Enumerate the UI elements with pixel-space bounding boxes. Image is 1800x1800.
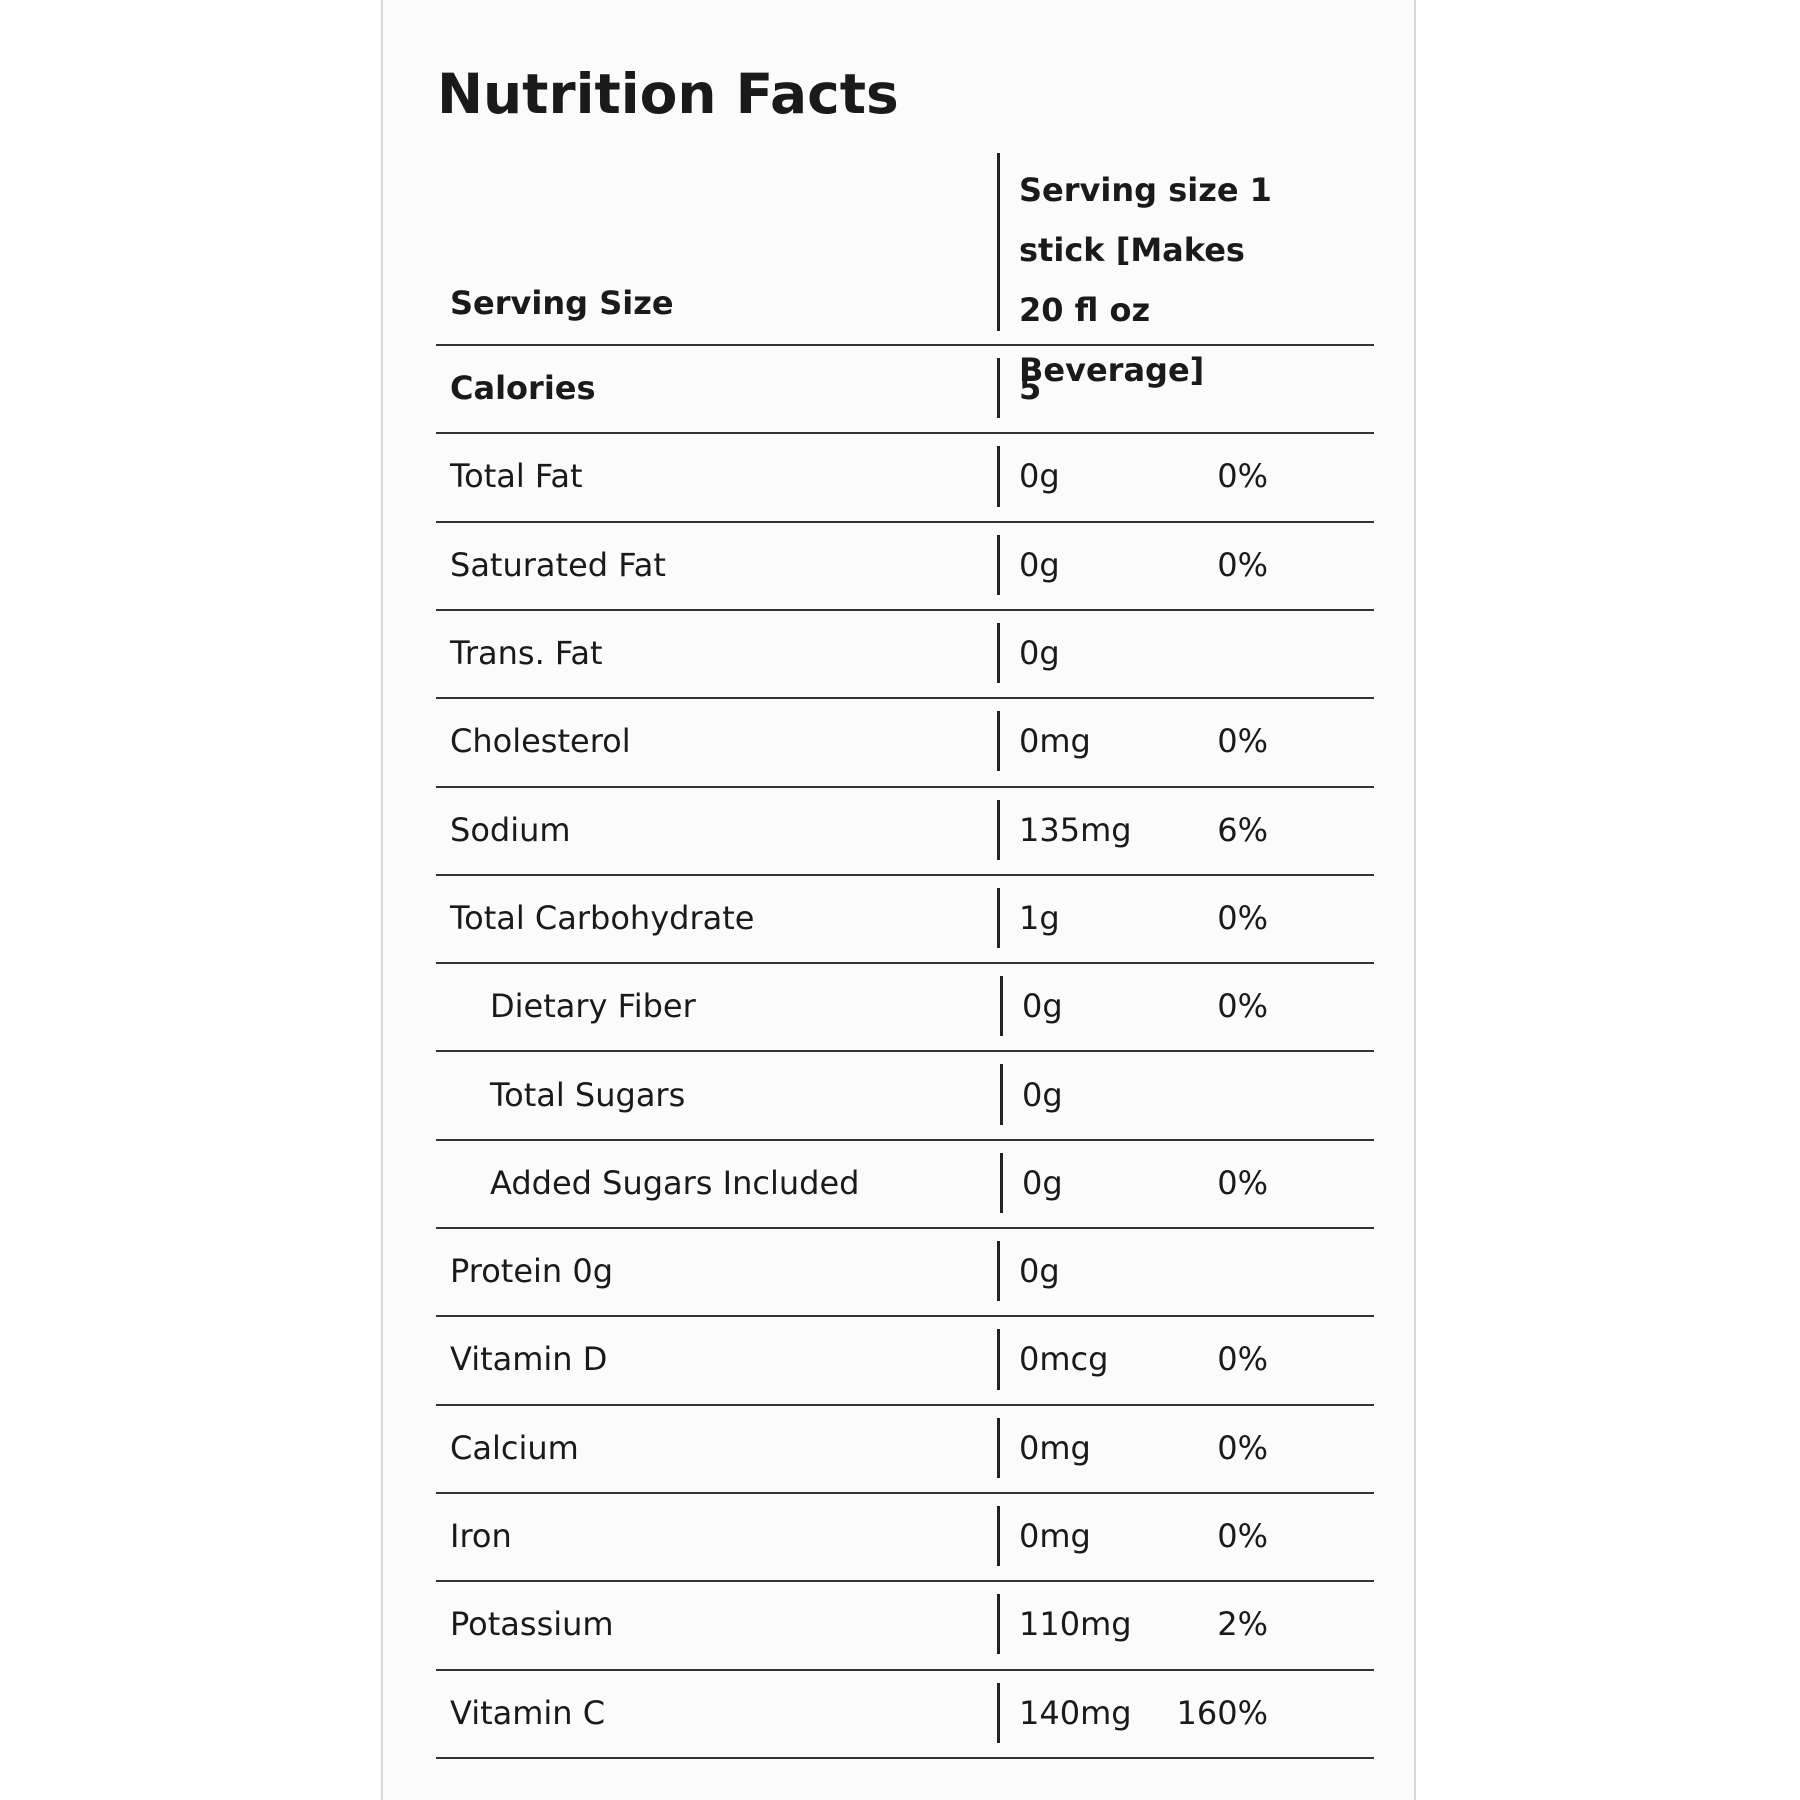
divider [1000,976,1003,1037]
row-line [436,962,1374,965]
row-daily-value: 0% [1217,457,1268,496]
row-amount: 1g [1019,898,1060,937]
row-amount: 0g [1022,1163,1063,1202]
row-amount: 0mg [1019,1428,1091,1467]
divider [997,1682,1000,1743]
row-line [436,1668,1374,1671]
divider [1000,1152,1003,1213]
row-label: Total Fat [450,457,583,496]
row-daily-value: 0% [1217,1340,1268,1379]
divider [997,1594,1000,1655]
row-daily-value: 0% [1217,1428,1268,1467]
divider [997,534,1000,595]
divider [997,1505,1000,1567]
serving-label: Serving Size [450,284,674,322]
row-amount: 0g [1019,1252,1060,1291]
divider [997,711,1000,772]
row-daily-value: 160% [1176,1693,1268,1732]
row-amount: 0g [1019,457,1060,496]
row-label: Potassium [450,1605,614,1644]
divider [997,153,1000,331]
row-line [436,1491,1374,1494]
row-amount: 0mg [1019,1517,1091,1556]
row-label: Vitamin D [450,1340,608,1379]
row-amount: 0mg [1019,722,1091,761]
row-line [436,1580,1374,1583]
row-label: Total Sugars [490,1075,686,1114]
row-daily-value: 2% [1217,1605,1268,1644]
row-daily-value: 0% [1217,1517,1268,1556]
divider [997,446,1000,507]
row-amount: 5 [1019,369,1042,408]
row-amount: 140mg [1019,1693,1132,1732]
row-daily-value: 0% [1217,1163,1268,1202]
row-label: Sodium [450,810,571,849]
divider [997,1241,1000,1302]
label-panel [381,0,1416,1800]
row-label: Cholesterol [450,722,631,761]
row-daily-value: 6% [1217,810,1268,849]
row-line [436,1756,1374,1759]
row-amount: 0g [1019,545,1060,584]
row-line [436,432,1374,435]
row-amount: 110mg [1019,1605,1132,1644]
row-line [436,344,1374,346]
row-amount: 0g [1022,987,1063,1026]
serving-value: Serving size 1 stick [Makes 20 fl oz Bev… [1019,171,1272,389]
row-amount: 135mg [1019,810,1132,849]
divider [997,1329,1000,1390]
row-line [436,1138,1374,1141]
row-line [436,1403,1374,1406]
divider [997,622,1000,684]
divider [997,887,1000,949]
row-label: Saturated Fat [450,545,666,584]
row-label: Dietary Fiber [490,987,696,1026]
row-daily-value: 0% [1217,987,1268,1026]
row-line [436,873,1374,876]
row-line [436,697,1374,700]
title: Nutrition Facts [437,62,899,126]
row-label: Calcium [450,1428,579,1467]
row-line [436,608,1374,611]
row-amount: 0g [1019,634,1060,673]
divider [997,1417,1000,1478]
row-label: Calories [450,369,596,408]
divider [1000,1064,1003,1125]
row-daily-value: 0% [1217,545,1268,584]
divider [997,799,1000,860]
divider [997,358,1000,419]
row-amount: 0g [1022,1075,1063,1114]
row-line [436,1050,1374,1053]
row-label: Total Carbohydrate [450,898,755,937]
row-label: Added Sugars Included [490,1163,860,1202]
row-label: Protein 0g [450,1252,614,1291]
row-line [436,1227,1374,1229]
row-daily-value: 0% [1217,722,1268,761]
row-line [436,1315,1374,1318]
row-label: Trans. Fat [450,634,603,673]
row-line [436,520,1374,523]
row-daily-value: 0% [1217,898,1268,937]
row-label: Vitamin C [450,1693,606,1732]
row-label: Iron [450,1517,512,1556]
row-amount: 0mcg [1019,1340,1109,1379]
row-line [436,785,1374,788]
